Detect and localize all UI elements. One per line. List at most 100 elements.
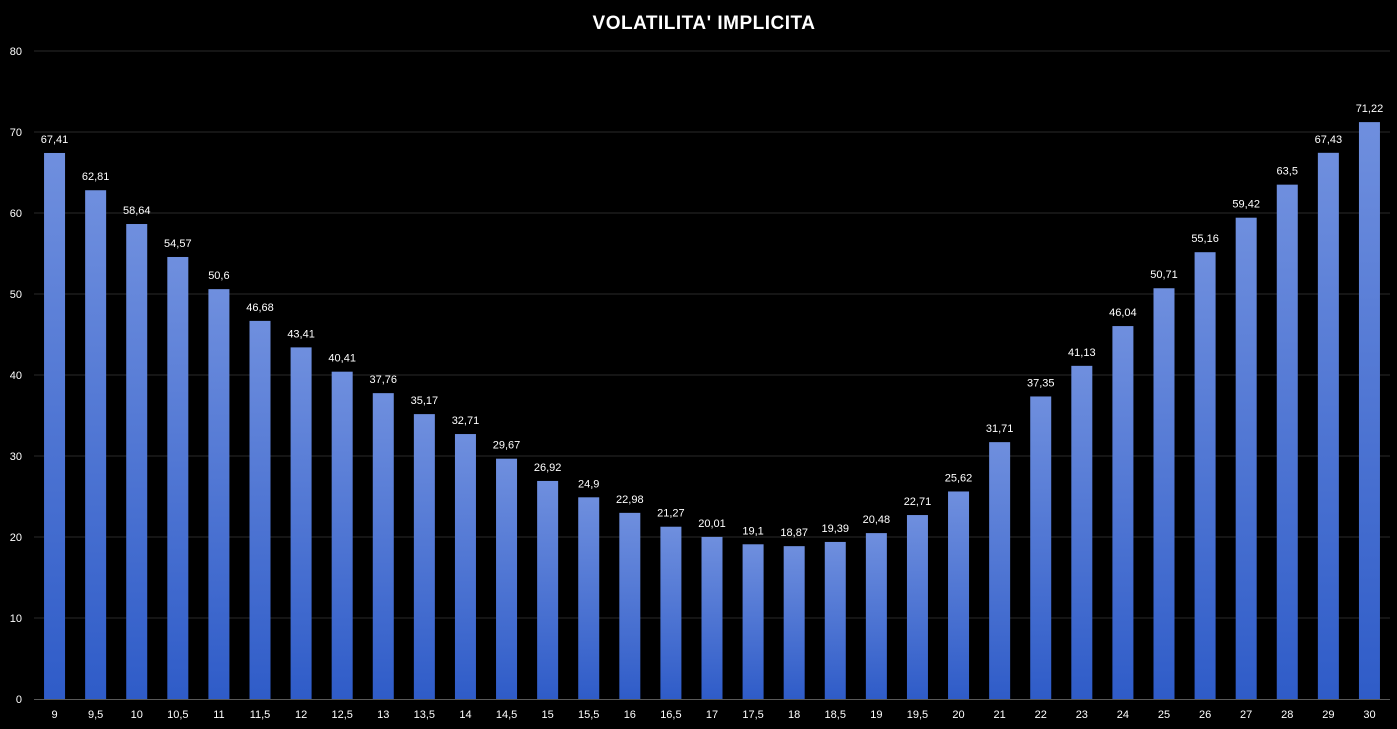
bar [496, 458, 518, 699]
bar [701, 536, 723, 699]
x-tick-label: 20 [952, 709, 964, 721]
x-tick-label: 12 [295, 709, 307, 721]
data-label: 19,1 [742, 525, 763, 537]
data-label: 29,67 [493, 440, 521, 452]
data-label: 58,64 [123, 205, 151, 217]
bar [619, 512, 641, 699]
data-label: 37,35 [1027, 377, 1055, 389]
data-label: 26,92 [534, 462, 562, 474]
x-tick-label: 11,5 [250, 709, 271, 721]
x-tick-label: 14 [459, 709, 471, 721]
data-label: 25,62 [945, 472, 973, 484]
x-tick-label: 25 [1158, 709, 1170, 721]
data-label: 41,13 [1068, 347, 1096, 359]
data-label: 46,68 [246, 302, 274, 314]
bar [537, 480, 559, 699]
bar [1071, 365, 1093, 699]
bar [208, 289, 230, 699]
bar [290, 347, 312, 699]
x-tick-label: 22 [1035, 709, 1047, 721]
y-tick-label: 80 [10, 46, 22, 58]
x-tick-label: 13,5 [414, 709, 435, 721]
data-label: 24,9 [578, 478, 599, 490]
y-axis-ticks: 0 10 20 30 40 50 60 70 80 [10, 46, 22, 706]
y-tick-label: 10 [10, 613, 22, 625]
bar [1317, 152, 1339, 699]
data-label: 67,41 [41, 134, 69, 146]
bar [742, 544, 764, 699]
y-tick-label: 40 [10, 370, 22, 382]
x-tick-label: 26 [1199, 709, 1211, 721]
bar [1235, 217, 1257, 699]
data-label: 35,17 [411, 395, 439, 407]
bar [948, 491, 970, 699]
data-label: 18,87 [780, 527, 808, 539]
x-tick-label: 28 [1281, 709, 1293, 721]
data-label: 71,22 [1356, 103, 1384, 115]
x-tick-label: 14,5 [496, 709, 517, 721]
x-tick-label: 29 [1322, 709, 1334, 721]
bar [906, 515, 928, 699]
data-label: 22,98 [616, 494, 644, 506]
bar [865, 533, 887, 699]
bar [126, 224, 148, 700]
x-tick-label: 12,5 [331, 709, 352, 721]
data-label: 46,04 [1109, 307, 1137, 319]
bar [1358, 122, 1380, 700]
x-tick-label: 10 [131, 709, 143, 721]
y-tick-label: 0 [16, 694, 22, 706]
x-tick-label: 23 [1076, 709, 1088, 721]
x-tick-label: 17,5 [742, 709, 763, 721]
x-tick-label: 9,5 [88, 709, 103, 721]
bar [824, 541, 846, 699]
data-label: 55,16 [1191, 233, 1219, 245]
data-label: 50,71 [1150, 269, 1178, 281]
bar [989, 442, 1011, 699]
bar [167, 256, 189, 699]
bar [331, 371, 353, 699]
x-tick-label: 11 [213, 709, 224, 721]
x-tick-label: 17 [706, 709, 718, 721]
x-tick-label: 18,5 [825, 709, 846, 721]
x-tick-label: 15,5 [578, 709, 599, 721]
bar [1030, 396, 1052, 699]
x-tick-label: 21 [994, 709, 1006, 721]
bars [44, 122, 1380, 700]
y-tick-label: 20 [10, 532, 22, 544]
data-labels: 67,41 62,81 58,64 54,57 50,6 46,68 43,41 40,41 3… [41, 103, 1383, 539]
chart-title: VOLATILITA' IMPLICITA [593, 13, 816, 34]
bar [85, 190, 107, 699]
data-label: 21,27 [657, 508, 685, 520]
bar [1276, 184, 1298, 699]
x-tick-label: 18 [788, 709, 800, 721]
x-tick-label: 24 [1117, 709, 1129, 721]
data-label: 62,81 [82, 171, 110, 183]
y-tick-label: 30 [10, 451, 22, 463]
x-tick-label: 27 [1240, 709, 1252, 721]
data-label: 37,76 [370, 374, 398, 386]
bar [44, 152, 66, 699]
x-tick-label: 13 [377, 709, 389, 721]
bar [1153, 288, 1175, 699]
x-axis-ticks: 9 9,5 10 10,5 11 11,5 12 12,5 13 13,5 14 14,5 15 15,5… [51, 709, 1375, 721]
data-label: 59,42 [1232, 199, 1260, 211]
bar [578, 497, 600, 699]
x-tick-label: 19 [870, 709, 882, 721]
bar [660, 526, 682, 699]
y-tick-label: 60 [10, 208, 22, 220]
x-tick-label: 9 [51, 709, 57, 721]
data-label: 32,71 [452, 415, 480, 427]
bar [454, 434, 476, 699]
bar [249, 320, 271, 699]
bar [372, 393, 394, 699]
x-tick-label: 16,5 [660, 709, 681, 721]
y-tick-label: 70 [10, 127, 22, 139]
data-label: 50,6 [208, 270, 229, 282]
x-tick-label: 10,5 [167, 709, 188, 721]
data-label: 63,5 [1277, 166, 1298, 178]
x-tick-label: 19,5 [907, 709, 928, 721]
data-label: 40,41 [328, 353, 356, 365]
data-label: 19,39 [822, 523, 850, 535]
data-label: 22,71 [904, 496, 932, 508]
